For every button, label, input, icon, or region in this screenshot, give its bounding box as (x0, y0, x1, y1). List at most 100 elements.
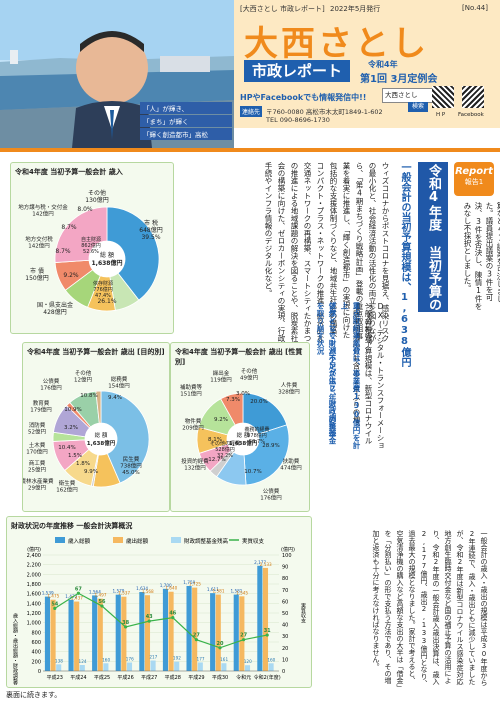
line-point-9 (265, 633, 269, 637)
qr-label-facebook: Facebook (458, 112, 484, 118)
bar-歳入総額-9 (257, 565, 263, 671)
bar-歳出総額-6 (192, 587, 198, 671)
bar-歳出総額-7 (215, 594, 221, 671)
slogan-line-2: 「まち」が輝く (140, 115, 232, 127)
bar-財政調整基金残高-5 (174, 661, 180, 671)
revenue-pct-1: 8.7% (61, 224, 77, 231)
tel: TEL 090-8696-1730 (266, 116, 330, 124)
bar-財政調整基金残高-9 (268, 663, 274, 671)
report-title: 市政レポート (244, 60, 350, 82)
bar-value-label: 1,497 (95, 593, 107, 598)
purpose-pct-1: 10.8% (80, 393, 97, 399)
slogan-line-1: 「人」が輝き、 (140, 102, 232, 114)
continued-note: 裏面に続きます。 (6, 691, 62, 699)
y2-unit: (億円) (281, 546, 295, 553)
header-divider (0, 148, 500, 152)
x-tick-label: 平成28 (165, 674, 181, 681)
bar-value-label: 161 (220, 657, 228, 662)
y-axis-label: 歳入総額・歳出総額・財政調整基金残高 (12, 612, 18, 685)
label-shizei: 市 税 648億円 39.5% (139, 219, 162, 241)
bar-歳入総額-8 (233, 594, 239, 671)
y-tick-label: 1,400 (27, 601, 41, 607)
y-unit: (億円) (27, 546, 41, 553)
revenue-pie-center (89, 241, 125, 277)
label-shisai: 市 債 150億円 (25, 267, 48, 282)
line-point-1 (76, 591, 80, 595)
nature-label-2: 公債費 176億円 (260, 487, 282, 502)
line-value-label: 27 (193, 633, 200, 639)
legend-swatch-1 (113, 537, 123, 543)
line-point-6 (194, 638, 198, 642)
y-tick-label: 2,400 (27, 553, 41, 559)
bar-value-label: 1,581 (213, 589, 225, 594)
nature-label-5: その他 49億円 (240, 367, 258, 382)
purpose-pie-center (85, 423, 117, 455)
revenue-chart-title: 令和4年度 当初予算一般会計 歳入 (15, 168, 123, 176)
revenue-pie-chart: 総 額1,638億円 市 税 648億円 39.5% その他 130億円地方譲与税・交付金… (18, 189, 162, 316)
finance-chart-box: 財政状況の年度推移 一般会計決算概況 歳入総額 歳出総額 財政調整基金残高 実質収支 0… (6, 516, 312, 688)
nature-pct-7: 3.0% (236, 391, 250, 397)
expense-nature-chart-box: 令和4年度 当初予算一般会計 歳出 [性質別] 総 額 1,638億円 人件費 328… (170, 342, 310, 512)
search-box[interactable]: 大西さとし (382, 88, 434, 103)
y-tick-label: 600 (31, 640, 41, 646)
purpose-center-label: 総 額 (95, 431, 108, 439)
bar-value-label: 1,537 (118, 591, 130, 596)
line-value-label: 43 (146, 614, 153, 620)
bar-財政調整基金残高-4 (150, 660, 156, 671)
qr-code-hp[interactable] (432, 86, 454, 108)
line-value-label: 54 (51, 601, 58, 607)
revenue-pct-3: 9.2% (63, 272, 79, 279)
nature-label-6: 投資的経費 132億円 (181, 457, 209, 472)
purpose-label-0: 民生費 738億円 45.0% (120, 455, 142, 476)
purpose-label-8: 衛生費 162億円 (56, 479, 78, 494)
label-izon: 依存財源 776億円 47.4% (93, 280, 113, 299)
bar-歳出総額-8 (239, 596, 245, 671)
line-value-label: 27 (240, 633, 247, 639)
x-tick-label: 平成24 (70, 674, 86, 681)
y-tick-label: 1,800 (27, 582, 41, 588)
search-button[interactable]: 検索 (408, 102, 428, 112)
y-tick-label: 400 (31, 650, 41, 656)
line-point-7 (218, 646, 222, 650)
bar-歳出総額-4 (144, 595, 151, 671)
bar-value-label: 138 (55, 658, 63, 663)
y2-tick-label: 0 (282, 669, 285, 675)
purpose-label-5: 消防費 52億円 (28, 421, 46, 436)
x-tick-label: 平成25 (94, 674, 110, 681)
nature-center-total: 1,638億円 (229, 439, 258, 447)
line-value-label: 67 (75, 586, 82, 592)
bar-歳出総額-0 (50, 599, 56, 671)
bar-value-label: 1,611 (207, 587, 219, 592)
y2-tick-label: 50 (282, 611, 288, 617)
point1-title: 一般会計の当初予算規模は、1,638億円 (399, 162, 410, 367)
report-intro: 3月4日から25日の日程で、令和4年度第1回定例会を開催し、令和4年度一般会計予… (463, 202, 500, 310)
report-badge-bottom: 報告1 (464, 178, 484, 186)
y-tick-label: 1,600 (27, 592, 41, 598)
y-tick-label: 1,000 (27, 621, 41, 627)
y-tick-label: 200 (31, 659, 41, 665)
line-point-4 (147, 619, 151, 623)
address: 〒760-0080 高松市木太町1849-1-602 (266, 108, 383, 116)
finance-bar-chart: 歳入総額 歳出総額 財政調整基金残高 実質収支02004006008001,0001,… (12, 537, 306, 685)
purpose-pct-7: 9.9% (84, 469, 98, 475)
finance-explanation: 一般会計の歳入・歳出の規模は平成30年度から2年連続で、歳入・歳出ともに減少して… (372, 530, 488, 688)
bar-value-label: 217 (149, 655, 157, 660)
contact-label: 連絡先 (240, 106, 263, 117)
y2-tick-label: 60 (282, 599, 288, 605)
nature-label-4: 繰出金 119億円 (210, 369, 232, 384)
qr-code-facebook[interactable] (462, 86, 484, 108)
x-tick-label: 平成26 (117, 674, 133, 681)
x-tick-label: 令和元 (236, 674, 251, 681)
bar-value-label: 1,634 (136, 586, 148, 591)
bar-財政調整基金残高-6 (197, 662, 203, 671)
purpose-pct-5: 1.5% (68, 453, 82, 459)
nature-pct-5: 7.3% (226, 397, 240, 403)
bar-歳入総額-6 (186, 585, 192, 671)
nature-pct-0: 20.0% (250, 399, 267, 405)
sns-text: HPやFacebookでも情報発信中!! (240, 93, 367, 102)
point2: DX(デジタル・トランスフォーメーション)の推進。 (364, 302, 385, 449)
bar-value-label: 192 (173, 656, 181, 661)
bar-value-label: 176 (126, 656, 134, 661)
bar-value-label: 1,475 (47, 594, 59, 599)
